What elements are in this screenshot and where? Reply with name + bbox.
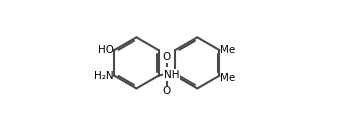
Text: Me: Me	[220, 73, 235, 83]
Text: S: S	[163, 68, 171, 81]
Text: O: O	[163, 52, 171, 62]
Text: O: O	[163, 86, 171, 96]
Text: NH: NH	[164, 70, 179, 80]
Text: H₂N: H₂N	[94, 71, 114, 81]
Text: Me: Me	[220, 45, 235, 55]
Text: HO: HO	[98, 45, 114, 55]
